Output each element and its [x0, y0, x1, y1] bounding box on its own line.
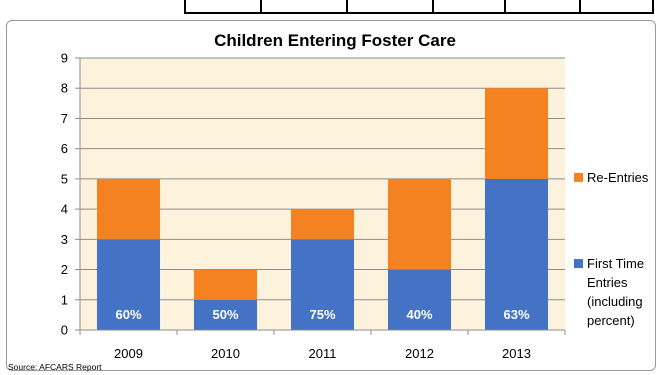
data-label-percent: 50% [212, 307, 238, 322]
y-tick-label: 9 [61, 51, 68, 66]
y-tick-label: 8 [61, 81, 68, 96]
x-tick-label: 2013 [502, 346, 531, 361]
bars [96, 88, 549, 330]
data-label-percent: 63% [503, 307, 529, 322]
legend-label: First Time [587, 256, 644, 271]
bar-first-time-entries [484, 178, 549, 330]
y-tick-label: 4 [61, 202, 68, 217]
legend-swatch-re-entries [574, 172, 583, 182]
table-strip-fragment [184, 0, 654, 14]
bar-first-time-entries [96, 239, 161, 330]
x-tick-label: 2009 [114, 346, 143, 361]
legend: Re-Entries First Time Entries (including per… [574, 170, 649, 328]
bar-first-time-entries [290, 239, 355, 330]
y-tick-label: 5 [61, 171, 68, 186]
bar-first-time-entries [193, 299, 258, 330]
y-tick-label: 1 [61, 292, 68, 307]
x-tick-label: 2012 [405, 346, 434, 361]
x-tick-label: 2011 [309, 346, 337, 361]
bar-re-entries [290, 209, 355, 240]
data-labels: 60% 50% 75% 40% 63% [115, 307, 529, 322]
axes: 0 1 2 3 4 5 6 7 8 9 2009 2010 2011 2012 2013 [61, 51, 566, 361]
data-label-percent: 40% [406, 307, 432, 322]
bar-first-time-entries [387, 269, 452, 330]
y-tick-label: 6 [61, 141, 68, 156]
source-note: Source: AFCARS Report [8, 362, 102, 372]
data-label-percent: 75% [309, 307, 335, 322]
bar-re-entries [96, 178, 161, 240]
bar-re-entries [484, 88, 549, 179]
bar-re-entries [193, 269, 258, 300]
x-tick-label: 2010 [211, 346, 240, 361]
legend-label: percent) [587, 313, 635, 328]
data-label-percent: 60% [115, 307, 141, 322]
legend-label: Entries [587, 275, 628, 290]
y-tick-label: 2 [61, 262, 68, 277]
chart-title: Children Entering Foster Care [214, 31, 456, 50]
y-tick-label: 3 [61, 232, 68, 247]
y-tick-label: 7 [61, 111, 68, 126]
legend-label: (including [587, 294, 643, 309]
legend-label: Re-Entries [587, 170, 649, 185]
y-tick-label: 0 [61, 323, 68, 338]
bar-re-entries [387, 178, 452, 270]
legend-swatch-first-time-entries [574, 259, 583, 269]
